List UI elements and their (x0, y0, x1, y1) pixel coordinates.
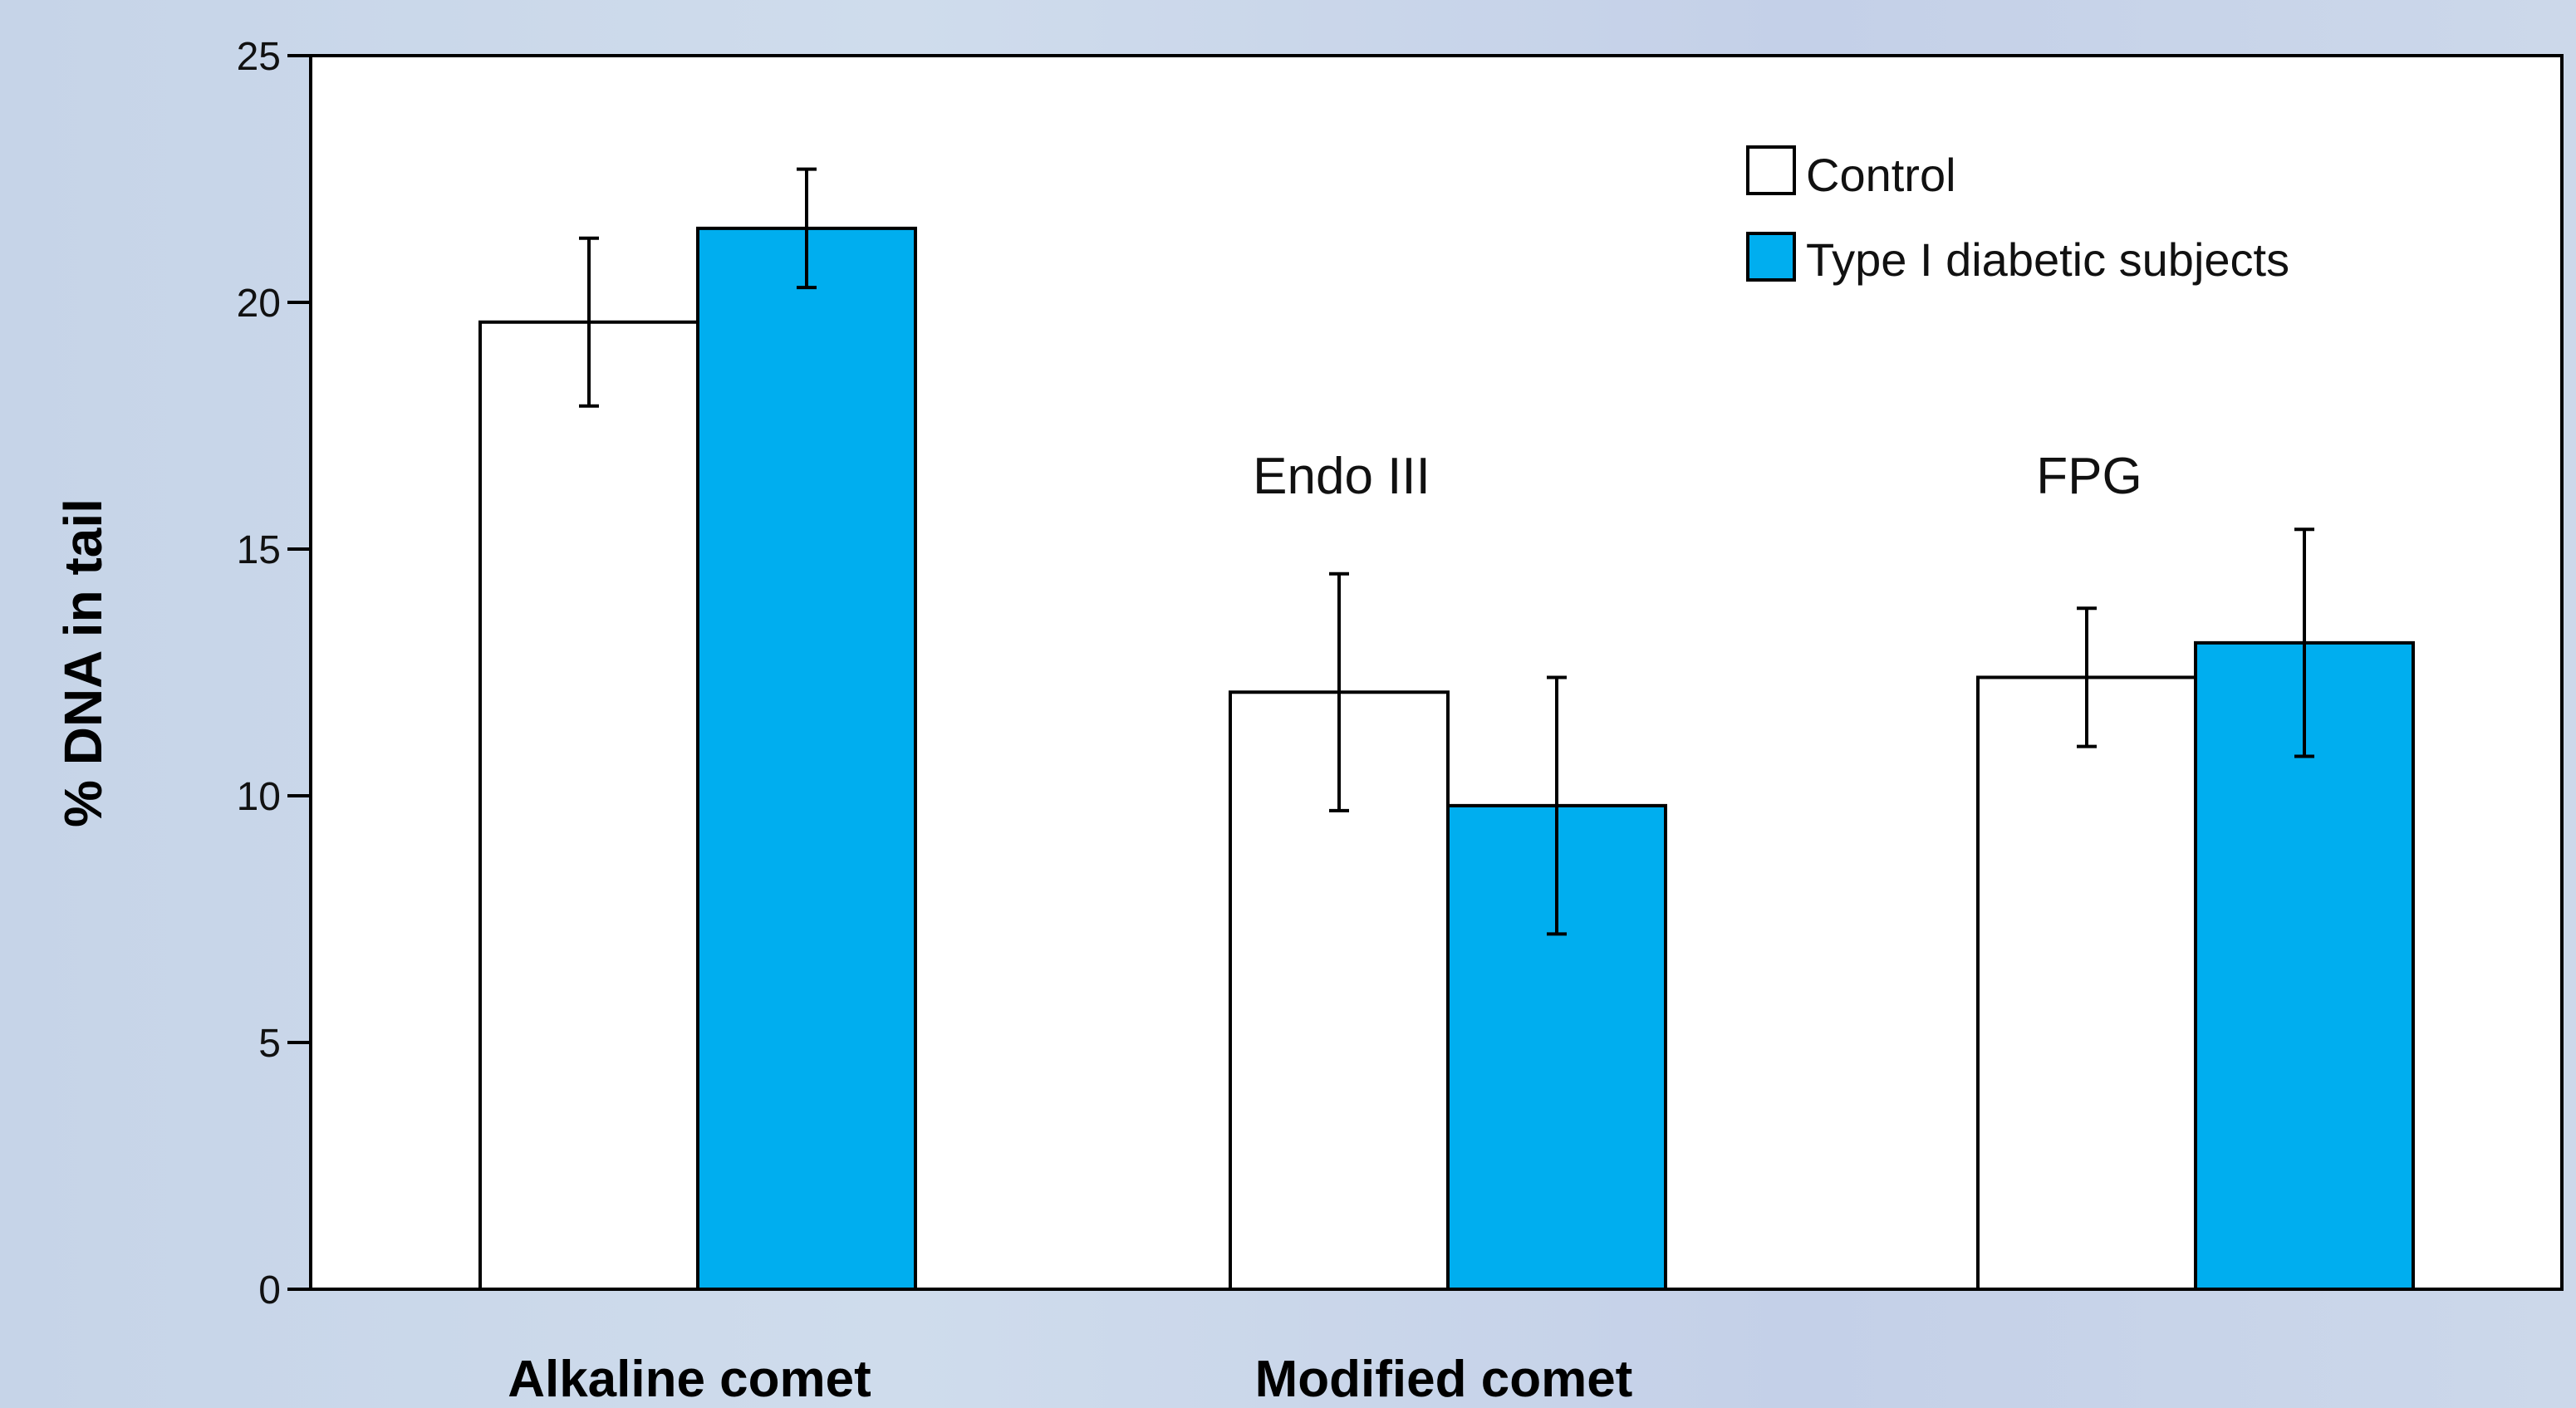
legend-label-diabetic: Type I diabetic subjects (1806, 233, 2289, 286)
bar-control (478, 320, 699, 1291)
category-label: Endo III (1253, 448, 1430, 505)
legend-swatch-diabetic (1746, 232, 1796, 282)
category-group-label: Alkaline comet (508, 1351, 871, 1408)
legend: Control Type I diabetic subjects (1746, 145, 2289, 286)
bar-control (1976, 675, 2197, 1291)
category-labels: Endo III FPG Alkaline comet Modified comet (508, 448, 2142, 1408)
y-tick-label: 20 (237, 282, 281, 326)
y-tick-label: 15 (237, 528, 281, 572)
category-label: FPG (2036, 448, 2142, 505)
y-tick-label: 10 (237, 775, 281, 819)
y-tick-label: 25 (237, 35, 281, 79)
y-tick-label: 0 (258, 1268, 281, 1312)
bar-diabetic (696, 226, 917, 1291)
legend-label-control: Control (1806, 149, 1956, 201)
y-axis-title: % DNA in tail (53, 498, 113, 827)
y-axis: 0 5 10 15 20 25 (237, 35, 311, 1312)
error-bars (579, 167, 2314, 936)
category-group-label: Modified comet (1255, 1351, 1633, 1408)
legend-swatch-control (1746, 145, 1796, 195)
y-tick-label: 5 (258, 1022, 281, 1066)
